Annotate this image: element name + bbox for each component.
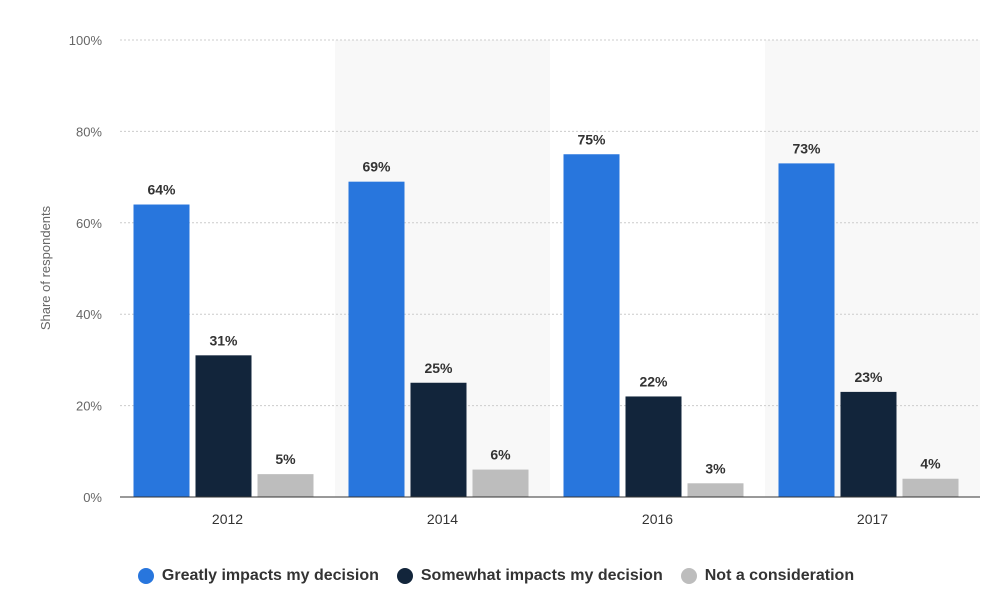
- y-tick-label: 40%: [76, 307, 102, 322]
- bar-2014-series-2[interactable]: [472, 469, 529, 497]
- gridlines: [120, 39, 980, 407]
- data-label-2014-series-0: 69%: [362, 159, 391, 175]
- y-axis-label: Share of respondents: [38, 205, 53, 330]
- bar-2012-series-2[interactable]: [257, 474, 314, 497]
- data-label-2012-series-2: 5%: [275, 451, 296, 467]
- legend-swatch-not-consideration: [680, 568, 697, 584]
- legend: Greatly impacts my decision Somewhat imp…: [0, 562, 992, 590]
- data-label-2014-series-2: 6%: [490, 447, 511, 463]
- bar-chart: 0% 20% 40% 60% 80% 100% 64% 31% 5% 69% 25% 6% 75% 22…: [38, 33, 980, 527]
- data-label-2017-series-2: 4%: [920, 456, 941, 472]
- y-tick-label: 20%: [76, 399, 102, 414]
- x-tick-label-2016: 2016: [642, 511, 673, 527]
- x-tick-label-2012: 2012: [212, 511, 243, 527]
- data-label-2014-series-1: 25%: [424, 360, 453, 376]
- legend-label-somewhat: Somewhat impacts my decision: [420, 567, 663, 584]
- x-tick-label-2017: 2017: [857, 511, 888, 527]
- data-label-2012-series-0: 64%: [147, 182, 176, 198]
- data-label-2016-series-2: 3%: [705, 460, 726, 476]
- x-axis-ticks: 2012 2014 2016 2017: [212, 511, 888, 527]
- legend-label-greatly: Greatly impacts my decision: [161, 567, 379, 584]
- bar-2017-series-1[interactable]: [840, 391, 897, 497]
- data-label-2012-series-1: 31%: [209, 332, 238, 348]
- legend-item-not-consideration[interactable]: Not a consideration: [680, 567, 855, 585]
- legend-item-greatly[interactable]: Greatly impacts my decision: [137, 567, 379, 585]
- bar-2017-series-2[interactable]: [902, 478, 959, 497]
- bar-2016-series-0[interactable]: [563, 154, 620, 497]
- x-tick-label-2014: 2014: [427, 511, 458, 527]
- bar-2012-series-1[interactable]: [195, 355, 252, 497]
- y-tick-label: 100%: [69, 33, 103, 48]
- data-label-2016-series-0: 75%: [577, 131, 606, 147]
- data-label-2016-series-1: 22%: [639, 373, 668, 389]
- legend-item-somewhat[interactable]: Somewhat impacts my decision: [396, 567, 663, 585]
- y-tick-label: 80%: [76, 124, 102, 139]
- bar-2017-series-0[interactable]: [778, 163, 835, 497]
- data-label-2017-series-0: 73%: [792, 140, 821, 156]
- bar-2012-series-0[interactable]: [133, 204, 190, 497]
- bar-2014-series-1[interactable]: [410, 382, 467, 497]
- data-labels: 64% 31% 5% 69% 25% 6% 75% 22% 3% 73% 23% 4%: [147, 131, 941, 476]
- legend-swatch-somewhat: [396, 568, 413, 584]
- legend-swatch-greatly: [137, 568, 154, 584]
- y-tick-label: 60%: [76, 216, 102, 231]
- bars: [133, 154, 959, 498]
- legend-label-not-consideration: Not a consideration: [704, 567, 855, 584]
- bar-2016-series-1[interactable]: [625, 396, 682, 497]
- bar-2014-series-0[interactable]: [348, 181, 405, 498]
- y-tick-label: 0%: [83, 490, 102, 505]
- data-label-2017-series-1: 23%: [854, 369, 883, 385]
- y-axis-ticks: 0% 20% 40% 60% 80% 100%: [69, 33, 103, 505]
- bar-2016-series-2[interactable]: [687, 483, 744, 497]
